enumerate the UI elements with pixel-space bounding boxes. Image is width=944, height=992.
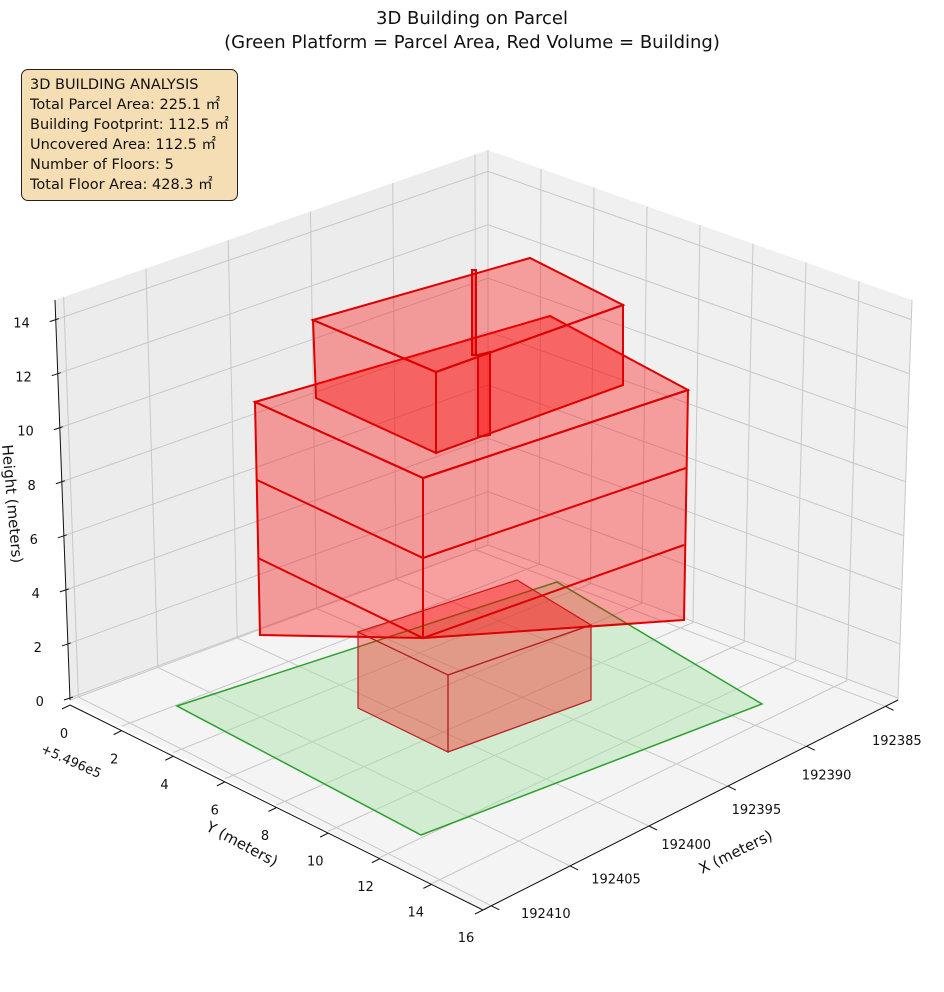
right-pane — [488, 150, 912, 700]
y-tick — [423, 883, 432, 889]
z-tick-label: 4 — [32, 587, 40, 602]
analysis-line: Number of Floors: 5 — [30, 157, 174, 173]
y-axis-label: Y (meters) — [202, 817, 281, 870]
y-tick — [474, 909, 484, 915]
x-tick-label: 192400 — [661, 838, 711, 853]
z-tick-label: 12 — [15, 371, 32, 386]
building-face — [477, 350, 491, 439]
y-tick-label: 12 — [357, 880, 374, 895]
x-tick-label: 192395 — [732, 803, 782, 818]
x-tick — [569, 865, 579, 871]
building-face — [447, 624, 592, 753]
y-tick — [216, 781, 226, 787]
chart-title: 3D Building on Parcel — [376, 8, 568, 29]
x-gridline — [309, 211, 729, 787]
left-pane — [55, 150, 488, 700]
y-tick — [319, 832, 329, 838]
y-tick-label: 2 — [110, 753, 118, 768]
y-tick-label: 10 — [307, 855, 324, 870]
parcel-platform — [175, 581, 764, 836]
z-tick — [63, 696, 74, 701]
y-gridline — [276, 224, 701, 806]
y-tick-label: 4 — [160, 778, 168, 793]
building-face — [422, 388, 690, 640]
y-tick-label: 6 — [211, 804, 219, 819]
z-tick — [59, 588, 70, 593]
analysis-line: Uncovered Area: 112.5 ㎡ — [30, 137, 217, 153]
x-tick — [648, 825, 658, 831]
chart-subtitle: (Green Platform = Parcel Area, Red Volum… — [224, 32, 720, 53]
z-tick-label: 6 — [30, 533, 38, 548]
y-gridline — [173, 187, 595, 753]
y-tick — [371, 858, 380, 864]
z-tick — [51, 372, 61, 377]
z-axis-line — [54, 299, 71, 701]
analysis-heading: 3D BUILDING ANALYSIS — [30, 77, 199, 93]
x-tick-label: 192385 — [872, 734, 922, 749]
floor-line — [256, 467, 687, 560]
x-gridline — [145, 268, 571, 867]
x-axis-line — [482, 699, 899, 911]
z-tick — [53, 426, 63, 431]
x-gridline — [63, 296, 492, 907]
z-tick — [61, 642, 72, 647]
analysis-line: Total Parcel Area: 225.1 ㎡ — [30, 97, 221, 113]
analysis-line: Total Floor Area: 428.3 ㎡ — [30, 177, 213, 193]
y-tick — [165, 755, 174, 761]
analysis-line: Building Footprint: 112.5 ㎡ — [30, 117, 229, 133]
z-tick-label: 14 — [13, 317, 30, 332]
floor-line — [257, 544, 685, 640]
z-tick — [55, 480, 65, 485]
x-tick — [727, 785, 737, 791]
x-gridline — [392, 182, 807, 747]
x-tick — [885, 705, 894, 711]
y-offset-label: +5.496e5 — [38, 742, 103, 782]
y-gridline — [69, 150, 489, 701]
y-tick — [113, 730, 122, 736]
z-tick — [49, 318, 59, 323]
y-gridline — [327, 243, 754, 832]
z-tick-label: 8 — [28, 479, 36, 494]
z-tick — [57, 534, 68, 539]
y-gridline — [379, 262, 807, 858]
x-tick-label: 192410 — [521, 907, 571, 922]
y-tick-label: 0 — [60, 727, 68, 742]
x-tick-label: 192405 — [591, 872, 641, 887]
y-tick-label: 16 — [458, 931, 475, 946]
y-tick-label: 8 — [261, 829, 269, 844]
x-tick-label: 192390 — [802, 769, 852, 784]
y-tick — [61, 704, 71, 710]
building-face — [471, 269, 477, 356]
y-tick — [268, 807, 277, 812]
z-axis-label: Height (meters) — [0, 444, 26, 564]
x-tick — [806, 745, 815, 751]
x-gridline — [227, 239, 650, 827]
z-tick-label: 10 — [17, 425, 34, 440]
y-gridline — [431, 281, 860, 885]
z-tick-label: 2 — [34, 641, 42, 656]
building-face — [435, 303, 624, 455]
y-gridline — [224, 206, 648, 780]
analysis-box: 3D BUILDING ANALYSIS Total Parcel Area: … — [21, 69, 238, 201]
y-tick-label: 14 — [407, 906, 424, 921]
x-tick — [491, 905, 500, 911]
z-tick-label: 0 — [36, 695, 44, 710]
y-gridline — [121, 168, 542, 727]
